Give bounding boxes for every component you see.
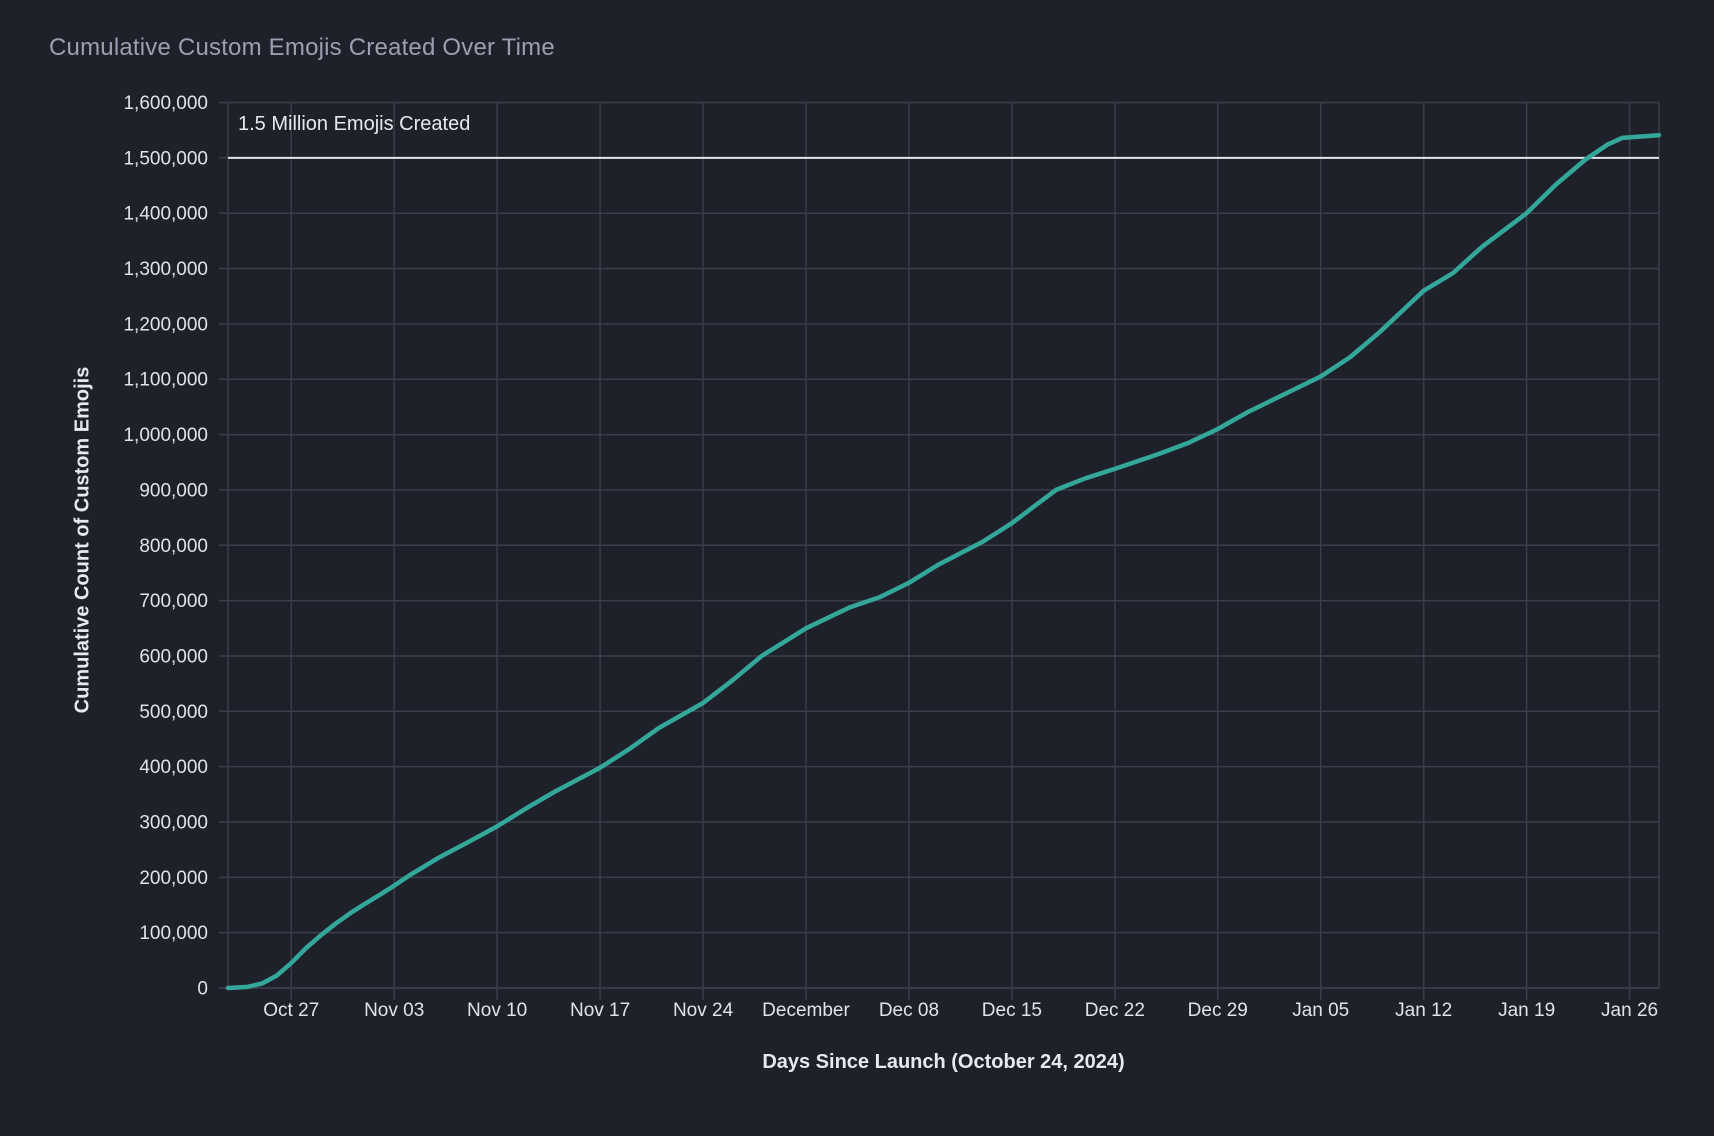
y-tick-label: 1,500,000 [123, 148, 208, 169]
x-axis-title: Days Since Launch (October 24, 2024) [762, 1051, 1125, 1073]
y-tick-label: 700,000 [139, 591, 208, 612]
y-tick-label: 1,300,000 [123, 259, 208, 280]
x-tick-label: Jan 26 [1601, 1000, 1658, 1021]
y-tick-label: 300,000 [139, 812, 208, 833]
reference-line-label: 1.5 Million Emojis Created [238, 113, 471, 135]
x-tick-label: Jan 12 [1395, 1000, 1452, 1021]
chart-title: Cumulative Custom Emojis Created Over Ti… [49, 34, 555, 61]
y-tick-label: 400,000 [139, 757, 208, 778]
x-tick-label: Dec 08 [879, 1000, 939, 1021]
x-tick-label: Jan 05 [1292, 1000, 1349, 1021]
x-tick-label: Nov 10 [467, 1000, 527, 1021]
x-tick-label: Nov 17 [570, 1000, 630, 1021]
y-tick-label: 0 [197, 979, 208, 1000]
x-tick-label: December [762, 1000, 850, 1021]
y-axis-title: Cumulative Count of Custom Emojis [71, 366, 94, 714]
x-tick-label: Jan 19 [1498, 1000, 1555, 1021]
y-tick-label: 600,000 [139, 646, 208, 667]
x-tick-label: Oct 27 [263, 1000, 319, 1021]
y-tick-label: 800,000 [139, 536, 208, 557]
y-tick-label: 900,000 [139, 480, 208, 501]
x-tick-label: Dec 22 [1085, 1000, 1145, 1021]
x-tick-label: Dec 15 [982, 1000, 1042, 1021]
x-tick-label: Nov 03 [364, 1000, 424, 1021]
y-tick-label: 100,000 [139, 923, 208, 944]
y-tick-label: 500,000 [139, 702, 208, 723]
y-tick-label: 1,000,000 [123, 425, 208, 446]
x-tick-label: Dec 29 [1188, 1000, 1248, 1021]
series-line [225, 132, 1662, 991]
y-tick-label: 1,400,000 [123, 204, 208, 225]
y-tick-label: 1,200,000 [123, 314, 208, 335]
y-tick-label: 200,000 [139, 868, 208, 889]
y-tick-label: 1,100,000 [123, 370, 208, 391]
y-tick-label: 1,600,000 [123, 93, 208, 114]
x-tick-label: Nov 24 [673, 1000, 734, 1021]
